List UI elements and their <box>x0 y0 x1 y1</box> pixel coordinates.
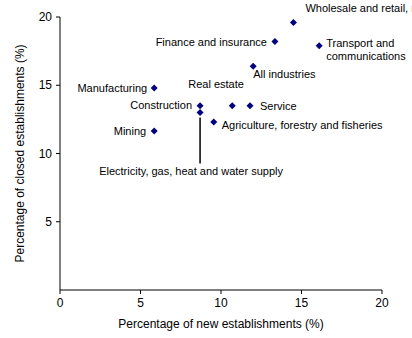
point <box>246 102 253 109</box>
leader-line <box>199 118 201 164</box>
point <box>290 19 297 26</box>
point-label: Service <box>260 100 297 112</box>
point <box>151 84 158 91</box>
label-line: Wholesale and retail, restaurants <box>305 2 412 14</box>
point-label: Construction <box>130 99 192 111</box>
point-label: Real estate <box>188 78 244 90</box>
point-label: Manufacturing <box>77 82 147 94</box>
point <box>229 102 236 109</box>
x-axis-label: Percentage of new establishments (%) <box>118 317 323 331</box>
chart: 0 5 10 15 20 5 10 15 20 Percentage of new establi… <box>0 0 412 338</box>
point <box>151 127 158 134</box>
x-tick <box>60 290 61 294</box>
point <box>316 42 323 49</box>
y-tick <box>56 85 60 86</box>
x-tick <box>301 290 302 294</box>
x-tick-label: 0 <box>57 296 64 310</box>
point-label: Transport andcommunications <box>326 37 406 62</box>
x-tick-label: 15 <box>295 296 309 310</box>
point-label: Mining <box>114 125 146 137</box>
y-tick-label: 20 <box>39 10 53 24</box>
y-tick <box>56 221 60 222</box>
y-tick-label: 5 <box>45 215 52 229</box>
y-axis-label: Percentage of closed establishments (%) <box>13 44 27 262</box>
point <box>197 102 204 109</box>
point <box>210 119 217 126</box>
x-tick-label: 10 <box>214 296 228 310</box>
x-tick <box>140 290 141 294</box>
point-label: All industries <box>253 68 316 80</box>
label-line: communications <box>326 50 406 62</box>
y-tick-label: 10 <box>39 147 53 161</box>
point-label: Electricity, gas, heat and water supply <box>99 165 283 177</box>
y-tick-label: 15 <box>39 78 53 92</box>
point <box>197 109 204 116</box>
x-tick <box>221 290 222 294</box>
points <box>151 19 323 135</box>
point <box>271 38 278 45</box>
y-tick <box>56 17 60 18</box>
point-label: Wholesale and retail, restaurants <box>305 2 412 14</box>
x-tick <box>382 290 383 294</box>
point-label: Finance and insurance <box>156 36 267 48</box>
y-tick <box>56 153 60 154</box>
x-tick-label: 5 <box>137 296 144 310</box>
label-line: Transport and <box>326 37 394 49</box>
point-label: Agriculture, forestry and fisheries <box>222 119 383 131</box>
x-tick-label: 20 <box>375 296 389 310</box>
